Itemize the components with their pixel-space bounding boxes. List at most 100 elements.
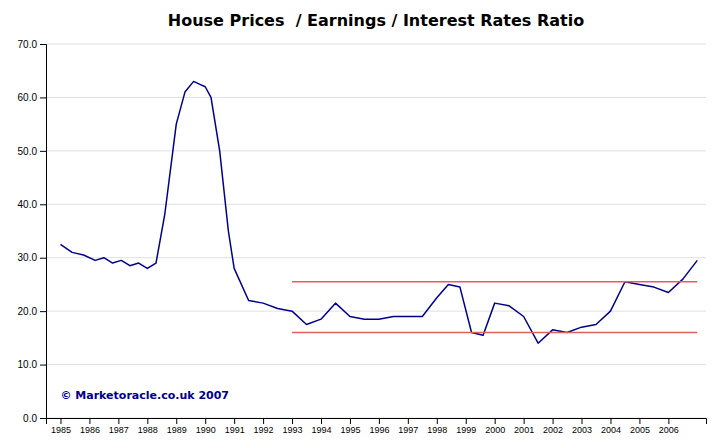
x-tick-mark <box>263 418 264 424</box>
x-tick-mark <box>610 418 611 424</box>
y-tick-label: 10.0 <box>18 359 38 370</box>
x-tick: 1990 <box>196 418 216 435</box>
x-tick-mark <box>639 418 640 424</box>
line <box>60 81 697 343</box>
x-tick-mark <box>292 418 293 424</box>
x-tick: 2006 <box>659 418 679 435</box>
x-tick-mark <box>582 418 583 424</box>
y-tick-label: 20.0 <box>18 306 38 317</box>
x-tick-mark <box>60 418 61 424</box>
x-tick-mark <box>234 418 235 424</box>
x-tick-mark <box>668 418 669 424</box>
x-axis: 1985198619871988198919901991199219931994… <box>47 418 707 435</box>
plot-area: 1985198619871988198919901991199219931994… <box>18 39 707 436</box>
x-tick-label: 1997 <box>398 425 418 435</box>
x-tick-mark <box>379 418 380 424</box>
grid-line <box>46 311 706 312</box>
y-tick-label: 60.0 <box>18 92 38 103</box>
x-tick: 2002 <box>543 418 563 435</box>
y-tick: 70.0 <box>18 39 46 50</box>
x-tick: 1996 <box>369 418 389 435</box>
x-tick-label: 2005 <box>630 425 650 435</box>
x-tick: 2004 <box>601 418 621 435</box>
x-tick-label: 1991 <box>225 425 245 435</box>
y-tick-mark <box>40 258 46 259</box>
x-tick: 1989 <box>167 418 187 435</box>
x-tick-label: 1999 <box>456 425 476 435</box>
x-tick: 1997 <box>398 418 418 435</box>
y-tick: 30.0 <box>18 252 46 263</box>
x-tick: 1985 <box>51 418 71 435</box>
marks <box>60 81 697 343</box>
y-tick-label: 70.0 <box>18 39 38 50</box>
x-tick-label: 1993 <box>283 425 303 435</box>
grid-line <box>46 97 706 98</box>
y-tick-mark <box>40 365 46 366</box>
x-tick-label: 1987 <box>109 425 129 435</box>
annotation: © Marketoracle.co.uk 2007 <box>60 389 229 402</box>
y-tick: 50.0 <box>18 146 46 157</box>
x-tick-mark <box>89 418 90 424</box>
x-tick-label: 1995 <box>340 425 360 435</box>
x-tick: 1998 <box>427 418 447 435</box>
y-tick: 10.0 <box>18 359 46 370</box>
x-tick: 1992 <box>254 418 274 435</box>
title: House Prices / Earnings / Interest Rates… <box>168 11 584 30</box>
x-tick-mark <box>147 418 148 424</box>
x-tick: 2000 <box>485 418 505 435</box>
grid <box>46 44 706 418</box>
grid-line <box>46 364 706 365</box>
x-tick-mark <box>118 418 119 424</box>
x-tick-mark <box>437 418 438 424</box>
x-tick: 2005 <box>630 418 650 435</box>
y-tick-mark <box>40 151 46 152</box>
x-tick: 1993 <box>283 418 303 435</box>
grid-line <box>46 150 706 151</box>
y-tick-label: 30.0 <box>18 252 38 263</box>
chart: 1985198619871988198919901991199219931994… <box>0 0 728 448</box>
y-tick-mark <box>40 418 46 419</box>
x-tick: 1988 <box>138 418 158 435</box>
x-tick-label: 1988 <box>138 425 158 435</box>
x-tick-label: 2006 <box>659 425 679 435</box>
x-tick-label: 2004 <box>601 425 621 435</box>
x-tick-mark <box>321 418 322 424</box>
grid-line <box>46 44 706 45</box>
y-tick-mark <box>40 311 46 312</box>
x-tick-label: 2001 <box>514 425 534 435</box>
y-tick-label: 0.0 <box>23 413 37 424</box>
x-tick-label: 2003 <box>572 425 592 435</box>
x-tick: 1995 <box>340 418 360 435</box>
x-tick: 1991 <box>225 418 245 435</box>
x-tick-label: 2000 <box>485 425 505 435</box>
x-tick-label: 1985 <box>51 425 71 435</box>
x-tick: 2001 <box>514 418 534 435</box>
grid-line <box>46 257 706 258</box>
y-tick-label: 50.0 <box>18 146 38 157</box>
x-tick-mark <box>524 418 525 424</box>
y-tick: 60.0 <box>18 92 46 103</box>
grid-line <box>46 204 706 205</box>
y-axis: 0.0 10.0 20.0 30.0 40.0 50.0 60.0 70.0 <box>18 39 47 424</box>
x-tick-label: 1998 <box>427 425 447 435</box>
y-tick: 0.0 <box>23 413 46 424</box>
x-tick-mark <box>350 418 351 424</box>
x-tick: 1994 <box>311 418 331 435</box>
x-tick-label: 1996 <box>369 425 389 435</box>
reference-line <box>292 332 697 334</box>
x-tick-label: 2002 <box>543 425 563 435</box>
y-tick: 40.0 <box>18 199 46 210</box>
x-tick-label: 1989 <box>167 425 187 435</box>
x-tick-mark <box>408 418 409 424</box>
x-tick-mark <box>205 418 206 424</box>
x-axis-line <box>47 419 707 425</box>
x-tick-mark <box>466 418 467 424</box>
x-tick: 2003 <box>572 418 592 435</box>
y-tick-mark <box>40 204 46 205</box>
y-tick-mark <box>40 44 46 45</box>
x-tick-label: 1992 <box>254 425 274 435</box>
x-tick-label: 1994 <box>311 425 331 435</box>
x-tick-mark <box>495 418 496 424</box>
y-axis-line <box>40 45 47 419</box>
y-tick-label: 40.0 <box>18 199 38 210</box>
